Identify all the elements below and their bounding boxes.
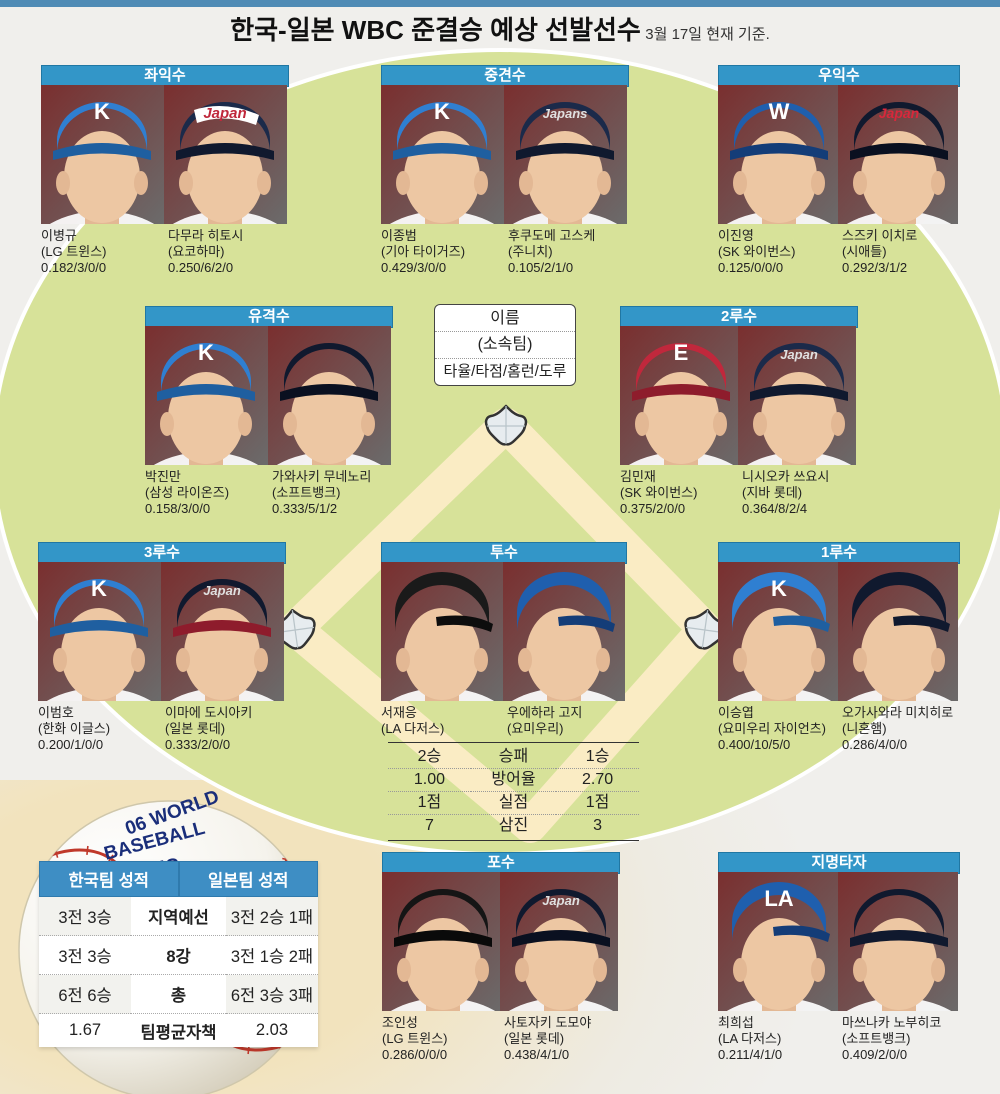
svg-text:K: K xyxy=(771,576,787,601)
svg-text:Japan: Japan xyxy=(780,347,818,362)
svg-text:Japan: Japan xyxy=(203,105,246,122)
svg-text:K: K xyxy=(434,99,450,124)
svg-text:LA: LA xyxy=(764,886,793,911)
svg-text:W: W xyxy=(769,99,790,124)
svg-text:Japans: Japans xyxy=(543,106,588,121)
svg-text:K: K xyxy=(94,99,110,124)
svg-text:K: K xyxy=(198,340,214,365)
svg-text:Japan: Japan xyxy=(203,583,241,598)
svg-text:E: E xyxy=(674,340,689,365)
svg-text:K: K xyxy=(91,576,107,601)
svg-text:Japan: Japan xyxy=(542,893,580,908)
svg-text:Japan: Japan xyxy=(879,105,919,121)
